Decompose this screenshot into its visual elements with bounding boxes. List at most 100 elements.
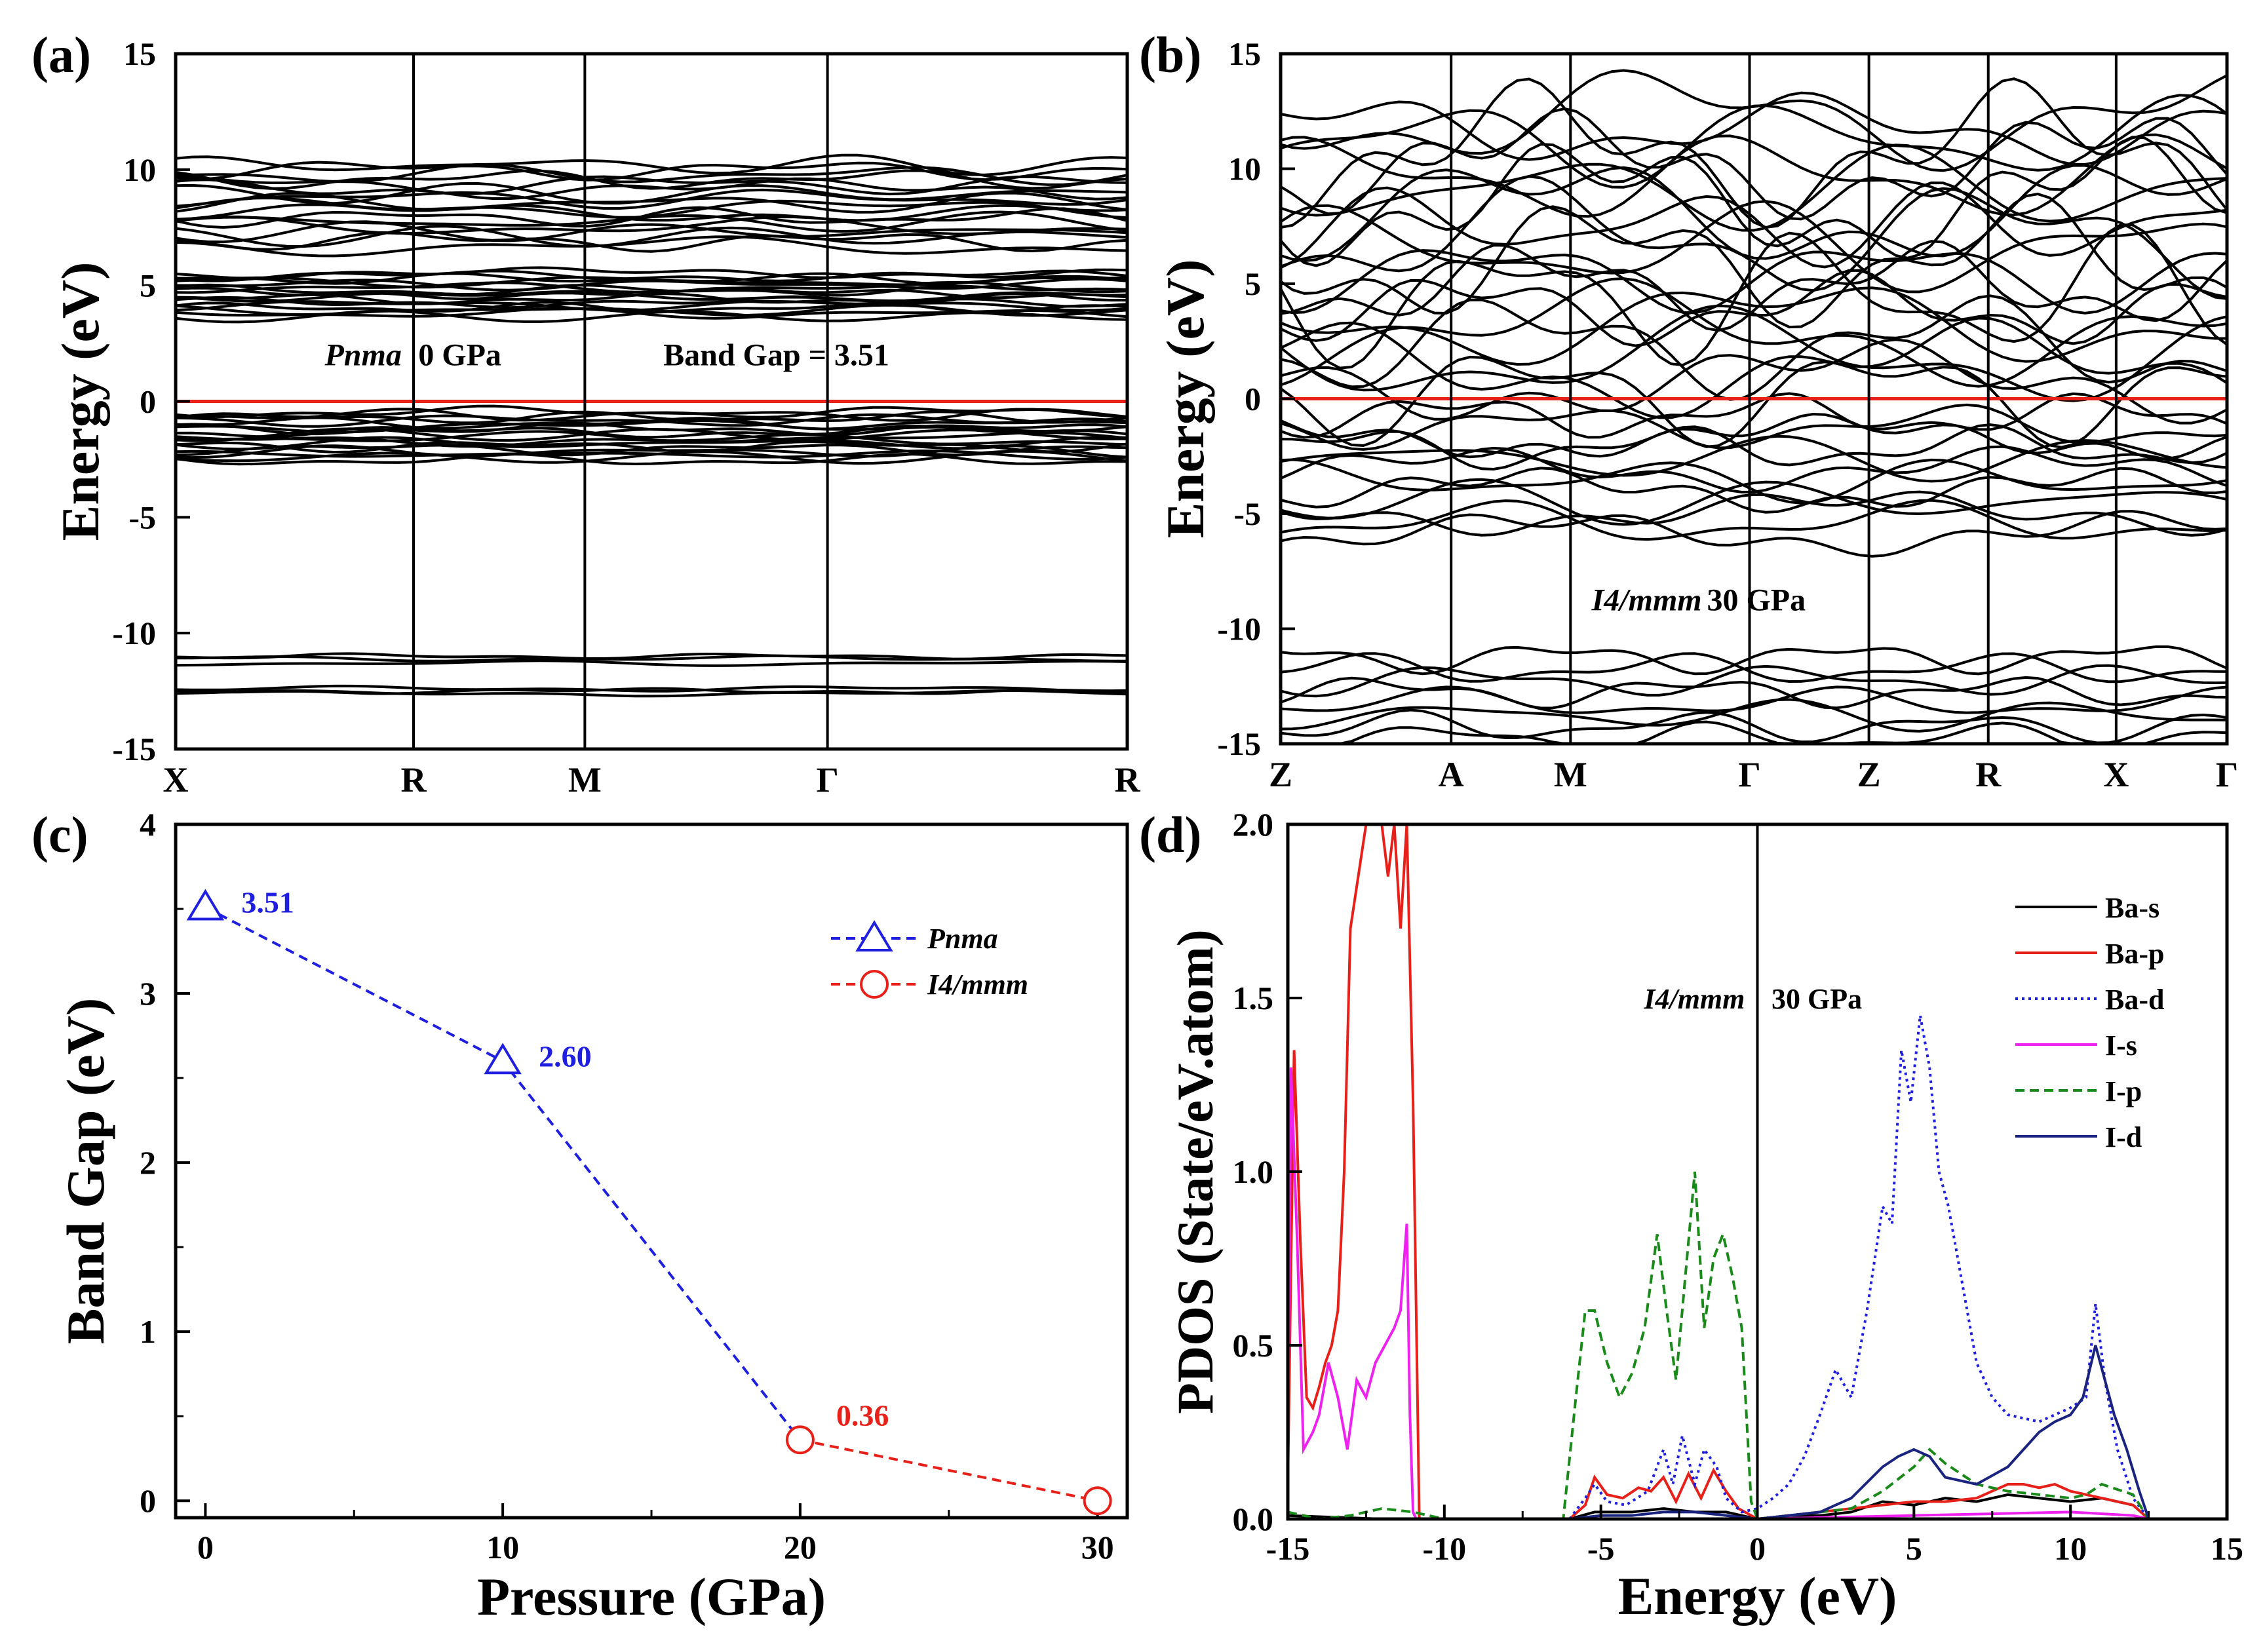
band-line [1280, 69, 2228, 172]
y-tick-label: 1 [140, 1313, 156, 1350]
band-line [1279, 304, 2228, 402]
panel-d-pdos: -15 -10 -5 0 5 10 150.00.51.01.52.0 Ba-sBa-pBa… [1167, 806, 2243, 1626]
legend-marker [855, 920, 893, 951]
k-point-label: Γ [1738, 755, 1760, 794]
legend-label: Ba-s [2105, 892, 2159, 924]
pdos-line-i-d [1288, 1345, 2227, 1521]
y-tick-label: 0 [1245, 381, 1261, 417]
panel-b-pressure-label: 30 GPa [1707, 583, 1806, 617]
panel-label-a: (a) [31, 26, 91, 83]
k-point-label: R [1975, 755, 2002, 794]
legend-label-i4mmm: I4/mmm [927, 969, 1028, 1001]
band-line [1280, 664, 2228, 698]
panel-a-phase-label: Pnma [324, 338, 401, 373]
x-tick-label: 10 [486, 1529, 519, 1566]
band-line [1279, 223, 2228, 370]
x-tick-label: 30 [1081, 1529, 1114, 1566]
panel-a-bands [175, 153, 1128, 698]
band-line [1280, 249, 2228, 315]
y-tick-label: -15 [1217, 725, 1261, 762]
data-point [785, 1425, 815, 1455]
panel-d-legend: Ba-s Ba-p Ba-d I-s I-p I-d [2015, 892, 2164, 1153]
legend-label: I-d [2105, 1121, 2142, 1153]
pdos-line-i-s [1287, 1067, 2227, 1520]
band-line [1280, 510, 2228, 558]
series-line-1 [800, 1438, 1098, 1503]
k-point-label: R [401, 760, 427, 799]
x-tick-label: 0 [1749, 1530, 1766, 1567]
x-tick-label: 0 [197, 1529, 214, 1566]
band-line [1280, 277, 2228, 388]
panel-a-pressure-label: 0 GPa [418, 338, 501, 373]
band-line [1280, 698, 2228, 733]
band-line [175, 206, 1128, 229]
band-line [1280, 392, 2228, 439]
legend-label: I-p [2105, 1075, 2142, 1107]
band-line [175, 182, 1128, 205]
band-line [1280, 467, 2228, 514]
band-line [1280, 499, 2228, 541]
band-line [1280, 338, 2228, 425]
band-line [1280, 175, 2228, 300]
k-point-label: Γ [816, 760, 838, 799]
band-line [1280, 403, 2228, 451]
band-line [1279, 192, 2228, 329]
x-tick-label: -10 [1423, 1530, 1467, 1567]
data-label: 2.60 [539, 1039, 592, 1073]
band-line [1279, 200, 2228, 294]
band-line [1280, 652, 2228, 683]
band-line [175, 404, 1128, 419]
panel-d-y-axis-label: PDOS (State/eV.atom) [1167, 929, 1224, 1413]
band-line [1280, 685, 2228, 714]
band-line [175, 301, 1128, 315]
band-line [1280, 708, 2228, 744]
data-point [484, 1043, 522, 1075]
x-tick-label: 5 [1906, 1530, 1922, 1567]
y-tick-label: -5 [128, 499, 156, 535]
band-line [1280, 445, 2228, 494]
y-tick-label: 2 [140, 1144, 156, 1181]
band-line [175, 231, 1128, 253]
panel-label-b: (b) [1139, 26, 1201, 83]
legend-label-pnma: Pnma [927, 923, 998, 955]
band-line [1280, 286, 2227, 366]
band-line [175, 161, 1128, 182]
band-line [175, 215, 1128, 235]
band-line [1280, 91, 2228, 166]
pdos-line-ba-p [1287, 823, 2227, 1521]
band-line [175, 430, 1128, 444]
y-tick-label: 5 [1245, 265, 1261, 302]
y-tick-label: 0 [140, 1482, 156, 1519]
band-line [175, 659, 1128, 667]
band-line [175, 440, 1128, 454]
band-line [176, 163, 1128, 186]
band-line [1280, 144, 2228, 232]
panel-d-phase-label: I4/mmm [1643, 983, 1745, 1015]
panel-a-y-ticks: -15 -10 -5 0 5 10 15 [112, 35, 190, 767]
panel-label-c: (c) [31, 806, 88, 863]
panel-b-y-axis-label: Energy (eV) [1155, 259, 1215, 539]
panel-a-y-axis-label: Energy (eV) [50, 262, 110, 541]
panel-c-series [186, 889, 1112, 1516]
band-line [1280, 458, 2228, 505]
band-line [175, 272, 1128, 285]
band-line [175, 283, 1128, 297]
panel-label-d: (d) [1139, 806, 1201, 863]
x-tick-label: 10 [2054, 1530, 2087, 1567]
band-line [1280, 294, 2228, 401]
legend-label: Ba-d [2105, 984, 2164, 1016]
k-point-label: Γ [2216, 755, 2238, 794]
band-line [175, 684, 1128, 693]
y-tick-label: 2.0 [1233, 806, 1274, 843]
y-tick-label: -15 [112, 731, 156, 767]
panel-d-ticks: -15 -10 -5 0 5 10 15 0.0 0.5 1.0 1.5 2.0 [1233, 806, 2244, 1567]
k-point-label: Z [1269, 755, 1292, 794]
band-line [175, 235, 1128, 258]
y-tick-label: -10 [112, 615, 156, 651]
legend-entry-pnma: Pnma [831, 920, 998, 955]
y-tick-label: 4 [140, 806, 156, 843]
x-tick-label: 15 [2211, 1530, 2243, 1567]
